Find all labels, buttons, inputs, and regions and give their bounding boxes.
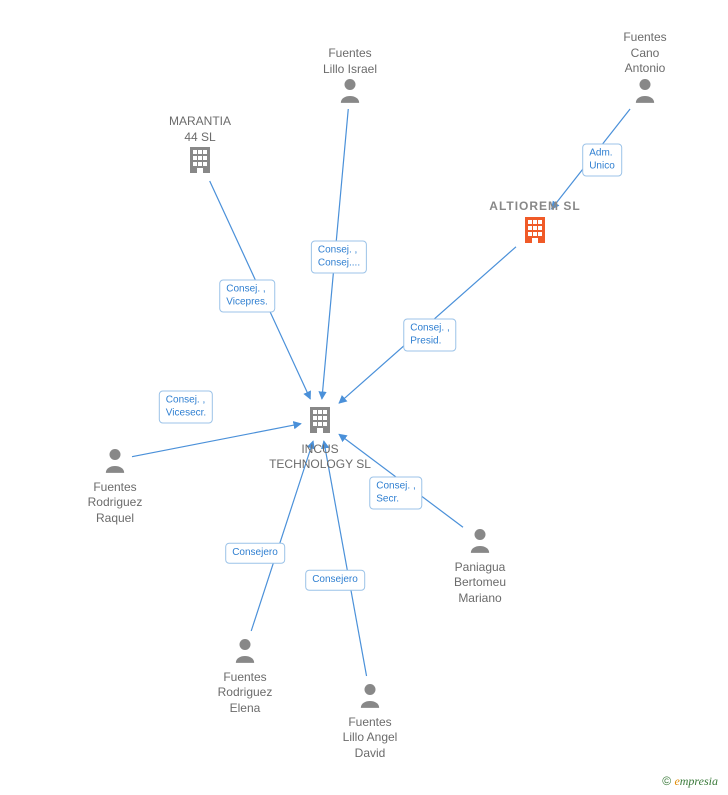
edge-label: Consejero — [305, 570, 365, 591]
network-diagram: { "type": "network", "canvas": { "width"… — [0, 0, 728, 795]
person-icon — [420, 527, 540, 558]
node-label: FuentesRodriguezRaquel — [55, 480, 175, 527]
node-label: MARANTIA44 SL — [140, 114, 260, 145]
edge-label: Consej. , Consej.... — [311, 241, 367, 274]
edge-label: Consej. , Secr. — [369, 477, 422, 510]
node-antonio[interactable]: FuentesCanoAntonio — [585, 28, 705, 107]
brand-rest: mpresia — [680, 774, 718, 788]
node-label: FuentesCanoAntonio — [585, 30, 705, 77]
person-icon — [185, 637, 305, 668]
node-david[interactable]: FuentesLillo AngelDavid — [310, 682, 430, 761]
node-incus[interactable]: INCUSTECHNOLOGY SL — [260, 405, 380, 473]
node-label: INCUSTECHNOLOGY SL — [260, 442, 380, 473]
person-icon — [55, 447, 175, 478]
edge-label: Consejero — [225, 543, 285, 564]
building-icon — [260, 405, 380, 440]
person-icon — [290, 77, 410, 108]
building-icon — [475, 215, 595, 250]
edge-line — [324, 441, 367, 676]
node-label: PaniaguaBertomeuMariano — [420, 560, 540, 607]
edge-label: Adm. Unico — [582, 144, 622, 177]
node-raquel[interactable]: FuentesRodriguezRaquel — [55, 447, 175, 526]
node-elena[interactable]: FuentesRodriguezElena — [185, 637, 305, 716]
footer-credit: © empresia — [662, 774, 718, 789]
person-icon — [310, 682, 430, 713]
edges-layer — [0, 0, 728, 795]
node-label: FuentesLillo Israel — [290, 46, 410, 77]
copyright-symbol: © — [662, 774, 671, 788]
building-icon — [140, 145, 260, 180]
node-label: ALTIOREM SL — [475, 199, 595, 215]
node-label: FuentesLillo AngelDavid — [310, 715, 430, 762]
edge-label: Consej. , Vicepres. — [219, 280, 275, 313]
node-label: FuentesRodriguezElena — [185, 670, 305, 717]
edge-label: Consej. , Presid. — [403, 319, 456, 352]
node-altiorem[interactable]: ALTIOREM SL — [475, 197, 595, 249]
edge-label: Consej. , Vicesecr. — [159, 391, 213, 424]
person-icon — [585, 77, 705, 108]
node-mariano[interactable]: PaniaguaBertomeuMariano — [420, 527, 540, 606]
node-israel[interactable]: FuentesLillo Israel — [290, 44, 410, 108]
node-marantia[interactable]: MARANTIA44 SL — [140, 112, 260, 180]
